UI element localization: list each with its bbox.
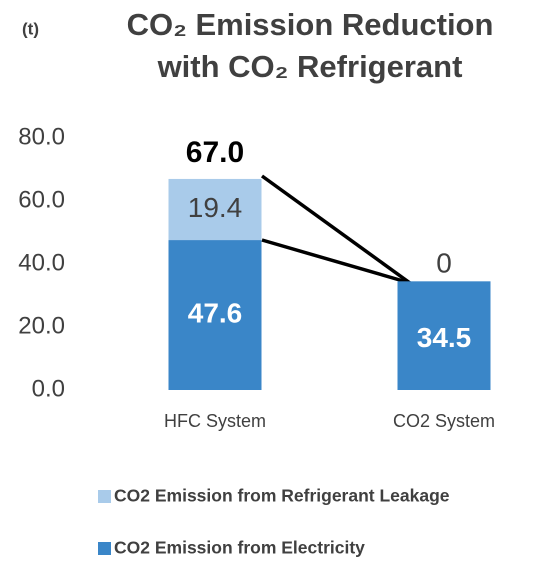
y-tick-label: 80.0: [18, 123, 65, 150]
y-tick-label: 0.0: [32, 375, 65, 402]
connector: [261, 238, 411, 285]
x-tick-label: CO2 System: [393, 411, 495, 431]
bar-segment: [168, 240, 262, 390]
value-label: 34.5: [417, 322, 472, 353]
y-unit-label: (t): [22, 19, 39, 38]
y-tick-label: 40.0: [18, 249, 65, 276]
chart-title: CO₂ Emission Reduction with CO₂ Refriger…: [126, 7, 494, 84]
legend-label: CO2 Emission from Electricity: [114, 538, 365, 558]
connector: [260, 174, 412, 285]
total-label: 67.0: [186, 136, 244, 169]
legend-label: CO2 Emission from Refrigerant Leakage: [114, 486, 450, 506]
value-label: 0: [436, 248, 452, 279]
bar-segment: [397, 281, 491, 390]
value-label: 47.6: [188, 297, 243, 328]
value-label: 19.4: [188, 192, 243, 223]
bar-segment: [168, 178, 262, 241]
y-tick-label: 20.0: [18, 312, 65, 339]
legend-swatch: [98, 490, 111, 503]
y-tick-label: 60.0: [18, 186, 65, 213]
x-tick-label: HFC System: [164, 411, 266, 431]
legend-swatch: [98, 542, 111, 555]
